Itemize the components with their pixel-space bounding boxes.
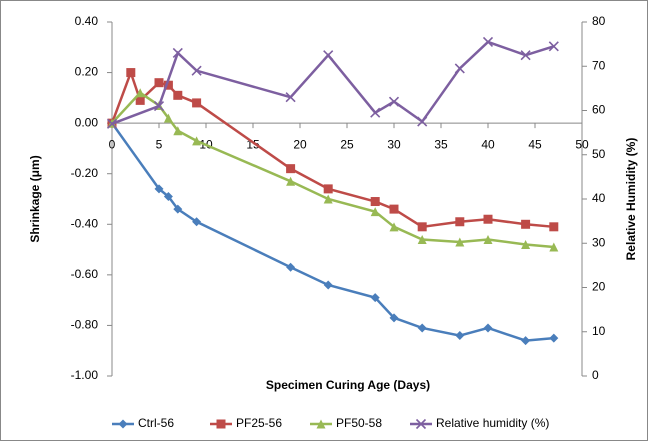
marker — [286, 262, 296, 272]
marker — [521, 219, 531, 229]
x-tick-label: 30 — [387, 137, 401, 151]
marker — [417, 116, 428, 127]
marker — [455, 237, 465, 247]
y-tick-label: -0.40 — [71, 216, 99, 230]
marker — [323, 184, 333, 194]
marker — [415, 418, 427, 430]
marker — [454, 63, 465, 74]
x-tick-label: 50 — [575, 137, 589, 151]
y-tick-label: 0.40 — [75, 14, 99, 28]
marker — [417, 222, 427, 232]
y2-tick-label: 30 — [592, 235, 606, 249]
y-axis-title: Shrinkage (μm) — [28, 155, 42, 242]
marker — [153, 101, 165, 112]
marker — [286, 164, 296, 174]
marker — [118, 419, 128, 429]
marker — [192, 136, 202, 146]
x-tick-label: 0 — [109, 137, 116, 151]
y-tick-label: -0.80 — [71, 318, 99, 332]
marker — [417, 323, 427, 333]
legend-item: PF50-58 — [310, 416, 382, 430]
y-tick-label: -0.60 — [71, 267, 99, 281]
marker — [548, 41, 559, 52]
marker — [154, 78, 164, 88]
marker — [521, 336, 531, 346]
y2-tick-label: 60 — [592, 103, 606, 117]
marker — [126, 68, 136, 78]
marker — [285, 92, 296, 103]
marker — [163, 80, 173, 90]
y2-tick-label: 50 — [592, 147, 606, 161]
marker — [482, 36, 494, 47]
y-tick-label: -0.20 — [71, 166, 99, 180]
y2-tick-label: 20 — [592, 280, 606, 294]
y2-tick-label: 80 — [592, 14, 606, 28]
marker — [173, 126, 183, 136]
marker — [286, 176, 296, 186]
marker — [191, 65, 202, 76]
marker — [389, 313, 399, 323]
marker — [455, 331, 465, 341]
marker — [549, 242, 559, 252]
marker — [135, 95, 145, 105]
marker — [106, 118, 118, 129]
marker — [216, 419, 226, 429]
marker — [455, 217, 465, 227]
y2-axis-title: Relative Humidity (%) — [624, 138, 638, 261]
y-tick-label: -1.00 — [71, 368, 99, 382]
marker — [323, 280, 333, 290]
marker — [483, 214, 493, 224]
marker — [388, 96, 400, 107]
x-tick-label: 25 — [340, 137, 354, 151]
x-axis-title: Specimen Curing Age (Days) — [266, 378, 430, 392]
marker — [417, 234, 427, 244]
legend-label: PF25-56 — [236, 416, 282, 430]
legend-item: PF25-56 — [210, 416, 282, 430]
marker — [172, 47, 183, 59]
marker — [549, 333, 559, 343]
legend-label: Relative humidity (%) — [436, 416, 549, 430]
series-line — [110, 68, 554, 229]
marker — [316, 419, 326, 429]
marker — [163, 191, 173, 201]
marker — [549, 222, 559, 232]
legend-label: PF50-58 — [336, 416, 382, 430]
legend-label: Ctrl-56 — [138, 416, 174, 430]
marker — [192, 98, 202, 108]
marker — [163, 113, 173, 123]
marker — [521, 240, 531, 250]
x-tick-label: 40 — [481, 137, 495, 151]
x-tick-label: 5 — [156, 137, 163, 151]
marker — [173, 204, 183, 214]
legend-item: Ctrl-56 — [112, 416, 174, 430]
marker — [389, 204, 399, 214]
marker — [483, 234, 493, 244]
y2-tick-label: 40 — [592, 191, 606, 205]
y-tick-label: 0.20 — [75, 65, 99, 79]
marker — [370, 107, 381, 118]
y-tick-label: 0.00 — [75, 115, 99, 129]
y2-tick-label: 0 — [592, 368, 599, 382]
marker — [520, 50, 531, 61]
marker — [483, 323, 493, 333]
x-tick-label: 45 — [528, 137, 542, 151]
marker — [323, 194, 333, 204]
marker — [192, 217, 202, 227]
marker — [389, 222, 399, 232]
y2-tick-label: 10 — [592, 324, 606, 338]
marker — [323, 50, 334, 61]
marker — [135, 88, 145, 98]
marker — [370, 207, 380, 217]
marker — [154, 184, 164, 194]
marker — [370, 197, 380, 207]
legend-item: Relative humidity (%) — [410, 416, 549, 430]
x-tick-label: 35 — [434, 137, 448, 151]
y2-tick-label: 70 — [592, 58, 606, 72]
marker — [173, 90, 183, 100]
x-tick-label: 20 — [293, 137, 307, 151]
marker — [370, 293, 380, 303]
